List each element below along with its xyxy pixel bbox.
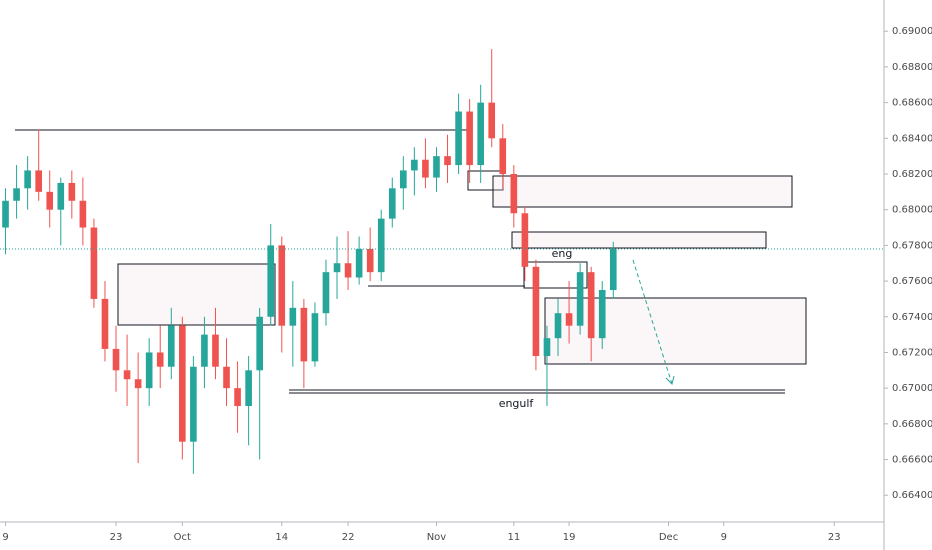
candle-body — [300, 307, 308, 362]
candle-body — [466, 111, 473, 166]
candle-body — [2, 200, 9, 228]
candle-body — [422, 159, 429, 178]
candle-body — [521, 213, 529, 267]
candle-body — [344, 263, 352, 278]
y-tick-label: 0.69000 — [892, 26, 932, 37]
y-tick-label: 0.68600 — [892, 98, 932, 109]
candle-body — [24, 170, 31, 189]
y-tick-label: 0.68000 — [892, 205, 932, 216]
candle-body — [101, 298, 109, 349]
candle-body — [400, 170, 407, 189]
candle-body — [179, 325, 186, 442]
x-tick-label: 19 — [563, 532, 576, 543]
y-tick-label: 0.66800 — [892, 419, 932, 430]
candle-body — [134, 379, 142, 389]
x-tick-label: Dec — [659, 532, 678, 543]
candle-body — [35, 170, 42, 192]
candle-body — [510, 174, 518, 214]
candle-body — [455, 111, 462, 166]
candle-body — [223, 366, 230, 389]
y-tick-label: 0.67400 — [892, 312, 932, 323]
y-tick-label: 0.68200 — [892, 169, 932, 180]
candle-body — [167, 325, 175, 367]
candle-body — [13, 188, 20, 201]
zone-box — [523, 261, 588, 289]
candle-body — [123, 370, 131, 380]
candle-body — [488, 102, 496, 139]
annotation: eng — [552, 247, 573, 260]
y-tick-label: 0.68400 — [892, 133, 932, 144]
candle-body — [68, 182, 76, 201]
candle-body — [554, 313, 562, 339]
x-tick-label: Nov — [427, 532, 447, 543]
candle-body — [609, 248, 617, 290]
zone-box — [492, 175, 793, 208]
projection-arrow — [632, 259, 673, 385]
candle-body — [598, 290, 606, 339]
candle-body — [201, 334, 208, 367]
x-tick-label: 9 — [2, 532, 8, 543]
candle-body — [411, 159, 418, 171]
y-tick-label: 0.68800 — [892, 62, 932, 73]
candle-body — [245, 370, 252, 406]
y-tick-label: 0.66600 — [892, 455, 932, 466]
candle-body — [311, 313, 319, 362]
candle-body — [212, 334, 219, 367]
candle-body — [234, 388, 241, 406]
candle-body — [190, 366, 197, 442]
candle-body — [57, 182, 65, 210]
candle-body — [256, 316, 263, 371]
candle-body — [433, 156, 440, 178]
annotation: engulf — [499, 397, 535, 410]
candle-body — [543, 338, 551, 357]
zone-box — [544, 297, 807, 365]
drawings — [15, 129, 807, 394]
zone-box — [511, 231, 767, 249]
x-tick-label: 22 — [342, 532, 355, 543]
y-tick-label: 0.67600 — [892, 276, 932, 287]
x-tick-label: 14 — [275, 532, 288, 543]
candle-body — [532, 266, 540, 357]
candle-body — [333, 263, 341, 273]
y-tick-label: 0.67800 — [892, 240, 932, 251]
y-tick-label: 0.67000 — [892, 383, 932, 394]
candle-body — [289, 307, 297, 326]
candle-body — [79, 200, 87, 228]
candle-body — [444, 156, 451, 166]
x-tick-label: 11 — [507, 532, 520, 543]
x-tick-label: 9 — [721, 532, 727, 543]
candle-body — [156, 352, 164, 367]
candle-body — [565, 313, 573, 326]
candle-body — [322, 272, 330, 314]
candle-body — [366, 248, 374, 273]
y-tick-label: 0.66400 — [892, 490, 932, 501]
arrow-head — [665, 375, 675, 385]
candle-body — [355, 248, 363, 278]
candle-body — [499, 138, 507, 174]
candle-body — [278, 245, 286, 326]
zone-box — [117, 263, 276, 326]
candle-body — [267, 245, 275, 317]
x-tick-label: 23 — [828, 532, 841, 543]
candle-body — [477, 102, 484, 166]
candle-body — [587, 272, 595, 339]
y-tick-label: 0.67200 — [892, 347, 932, 358]
candle-body — [46, 191, 54, 210]
candle-body — [90, 227, 98, 299]
candle-body — [576, 272, 584, 326]
candle-body — [112, 348, 120, 371]
candle-body — [377, 218, 385, 273]
x-tick-label: 23 — [110, 532, 123, 543]
candle-body — [145, 352, 153, 389]
candle-body — [388, 188, 396, 219]
x-tick-label: Oct — [174, 532, 191, 543]
